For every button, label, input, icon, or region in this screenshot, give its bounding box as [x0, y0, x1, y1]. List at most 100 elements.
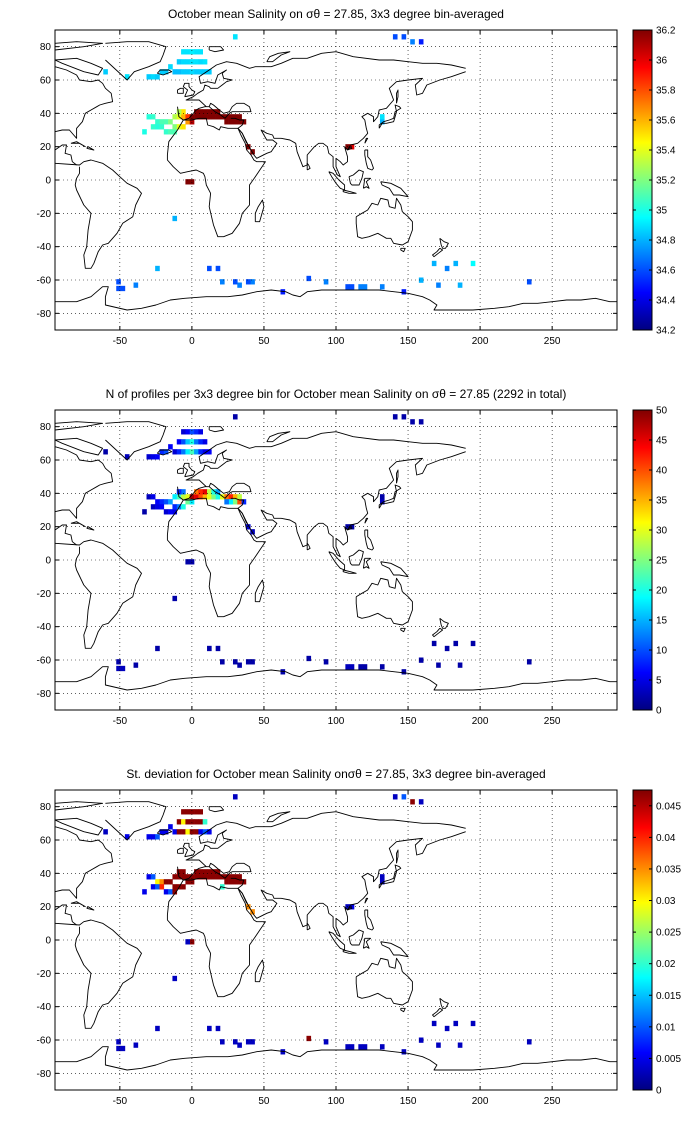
- coastline: [105, 421, 167, 461]
- data-bin: [194, 59, 199, 65]
- data-bin: [120, 285, 126, 292]
- y-tick-label: 20: [40, 142, 52, 153]
- bin-layer: [103, 414, 532, 675]
- data-bin: [168, 64, 173, 70]
- data-bin: [436, 662, 441, 668]
- data-bin: [215, 114, 221, 120]
- data-bin: [379, 284, 385, 290]
- coastline: [348, 169, 364, 186]
- coastline: [362, 557, 372, 569]
- data-bin: [172, 114, 178, 120]
- data-bin: [198, 829, 203, 835]
- panel-title: N of profiles per 3x3 degree bin for Oct…: [105, 387, 567, 401]
- coastline: [54, 826, 114, 899]
- data-bin: [198, 489, 203, 495]
- data-bin: [172, 874, 178, 880]
- data-bin: [181, 494, 186, 500]
- coastline: [266, 431, 291, 443]
- panel-title: October mean Salinity on σθ = 27.85, 3x3…: [168, 7, 504, 21]
- data-bin: [181, 69, 186, 75]
- data-bin: [172, 449, 178, 455]
- x-tick-label: 100: [328, 336, 345, 347]
- data-bin: [181, 819, 186, 825]
- data-bin: [362, 664, 368, 670]
- data-bin: [185, 439, 191, 445]
- coastline: [156, 69, 173, 76]
- data-bin: [232, 874, 238, 880]
- data-bin: [181, 869, 186, 875]
- coastline: [177, 811, 466, 881]
- x-tick-label: 250: [544, 1096, 561, 1107]
- data-bin: [181, 109, 186, 115]
- data-bin: [237, 114, 242, 120]
- data-bin: [168, 889, 173, 895]
- data-bin: [168, 509, 173, 515]
- data-bin: [306, 655, 312, 662]
- y-tick-label: -20: [37, 969, 52, 980]
- data-bin: [176, 489, 182, 495]
- colorbar-tick-label: 30: [656, 526, 668, 537]
- data-bin: [185, 559, 191, 565]
- data-bin: [453, 260, 459, 267]
- coastline: [380, 941, 409, 958]
- data-bin: [241, 879, 247, 885]
- y-tick-label: -40: [37, 242, 52, 253]
- colorbar-tick-label: 0.03: [656, 896, 676, 907]
- data-bin: [185, 499, 191, 505]
- data-bin: [150, 114, 156, 120]
- data-bin: [401, 289, 407, 295]
- data-bin: [207, 114, 212, 120]
- data-bin: [185, 69, 191, 75]
- coastline: [439, 237, 449, 249]
- data-bin: [155, 834, 160, 840]
- coastline: [378, 864, 402, 889]
- data-bin: [379, 499, 385, 505]
- data-bin: [228, 119, 234, 125]
- data-bin: [189, 179, 195, 185]
- data-bin: [176, 449, 182, 455]
- data-bin: [194, 829, 199, 835]
- y-tick-label: 60: [40, 76, 52, 87]
- data-bin: [194, 494, 199, 500]
- coastline: [364, 909, 374, 931]
- coastline: [400, 247, 406, 253]
- data-bin: [120, 665, 126, 672]
- data-bin: [103, 449, 108, 455]
- data-bin: [207, 109, 212, 115]
- data-bin: [207, 265, 212, 272]
- data-bin: [155, 499, 160, 505]
- data-bin: [142, 129, 147, 135]
- data-bin: [410, 799, 415, 805]
- coastline: [396, 89, 399, 104]
- data-bin: [150, 884, 156, 890]
- data-bin: [457, 662, 463, 668]
- data-bin: [159, 504, 165, 510]
- data-bin: [245, 144, 251, 150]
- coastline: [347, 526, 353, 531]
- data-bin: [237, 494, 242, 500]
- data-bin: [410, 419, 415, 425]
- data-bin: [207, 1025, 212, 1032]
- data-bin: [220, 279, 225, 285]
- coastline: [55, 666, 617, 691]
- x-tick-label: 50: [258, 336, 270, 347]
- data-bin: [245, 659, 251, 665]
- data-bin: [207, 829, 212, 835]
- x-tick-label: 200: [472, 716, 489, 727]
- colorbar-tick-label: 35: [656, 496, 668, 507]
- colorbar-tick-label: 20: [656, 586, 668, 597]
- coastline: [364, 897, 369, 904]
- coastline: [70, 901, 86, 908]
- data-bin: [189, 69, 195, 75]
- coastline: [342, 569, 357, 574]
- data-bin: [116, 659, 121, 665]
- data-bin: [124, 74, 130, 80]
- data-bin: [232, 114, 238, 120]
- data-bin: [150, 74, 156, 80]
- colorbar-tick-label: 0.015: [656, 991, 681, 1002]
- y-tick-label: -80: [37, 309, 52, 320]
- data-bin: [146, 454, 152, 460]
- coastline: [378, 484, 402, 509]
- data-bin: [146, 74, 152, 80]
- data-bin: [194, 69, 199, 75]
